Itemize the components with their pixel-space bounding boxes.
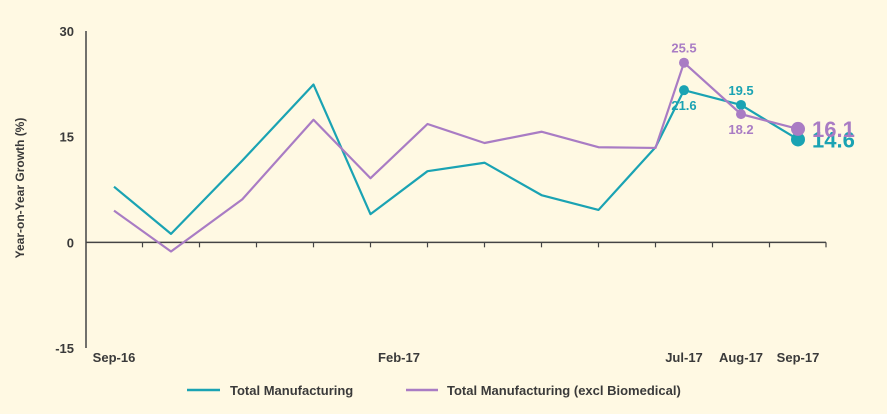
- data-label: 19.5: [728, 83, 753, 98]
- data-label: 14.6: [812, 127, 855, 152]
- data-point-marker: [736, 109, 746, 120]
- data-label: 25.5: [671, 41, 696, 56]
- series-layer: 21.6 19.5 14.6 25.5 18.2 16.1: [113, 41, 855, 253]
- x-tick-label: Aug-17: [719, 350, 763, 365]
- chart-axes: [85, 31, 826, 348]
- x-tick-label: Jul-17: [665, 350, 703, 365]
- series-total-manufacturing: 21.6 19.5 14.6: [113, 83, 855, 235]
- data-point-marker: [791, 121, 805, 136]
- y-tick-label: -15: [55, 341, 74, 356]
- data-label: 21.6: [671, 98, 696, 113]
- legend-label: Total Manufacturing (excl Biomedical): [447, 383, 681, 398]
- data-point-marker: [679, 85, 689, 96]
- series-total-manufacturing-excl-biomedical: 25.5 18.2 16.1: [113, 41, 855, 253]
- data-point-marker: [736, 99, 746, 110]
- y-axis-title: Year-on-Year Growth (%): [13, 118, 27, 259]
- x-axis-ticks: Sep-16 Feb-17 Jul-17 Aug-17 Sep-17: [93, 242, 827, 365]
- x-tick-label: Sep-16: [93, 350, 136, 365]
- legend: Total Manufacturing Total Manufacturing (…: [187, 383, 681, 398]
- x-tick-label: Sep-17: [777, 350, 820, 365]
- data-label: 16.1: [812, 117, 855, 142]
- y-tick-label: 15: [60, 130, 74, 145]
- series-line: [113, 61, 799, 253]
- y-axis-ticks: -15 0 15 30: [55, 24, 74, 356]
- y-tick-label: 30: [60, 24, 74, 39]
- data-point-marker: [679, 57, 689, 68]
- data-point-marker: [791, 132, 805, 147]
- x-tick-label: Feb-17: [378, 350, 420, 365]
- data-label: 18.2: [728, 122, 753, 137]
- legend-label: Total Manufacturing: [230, 383, 353, 398]
- y-tick-label: 0: [67, 235, 74, 250]
